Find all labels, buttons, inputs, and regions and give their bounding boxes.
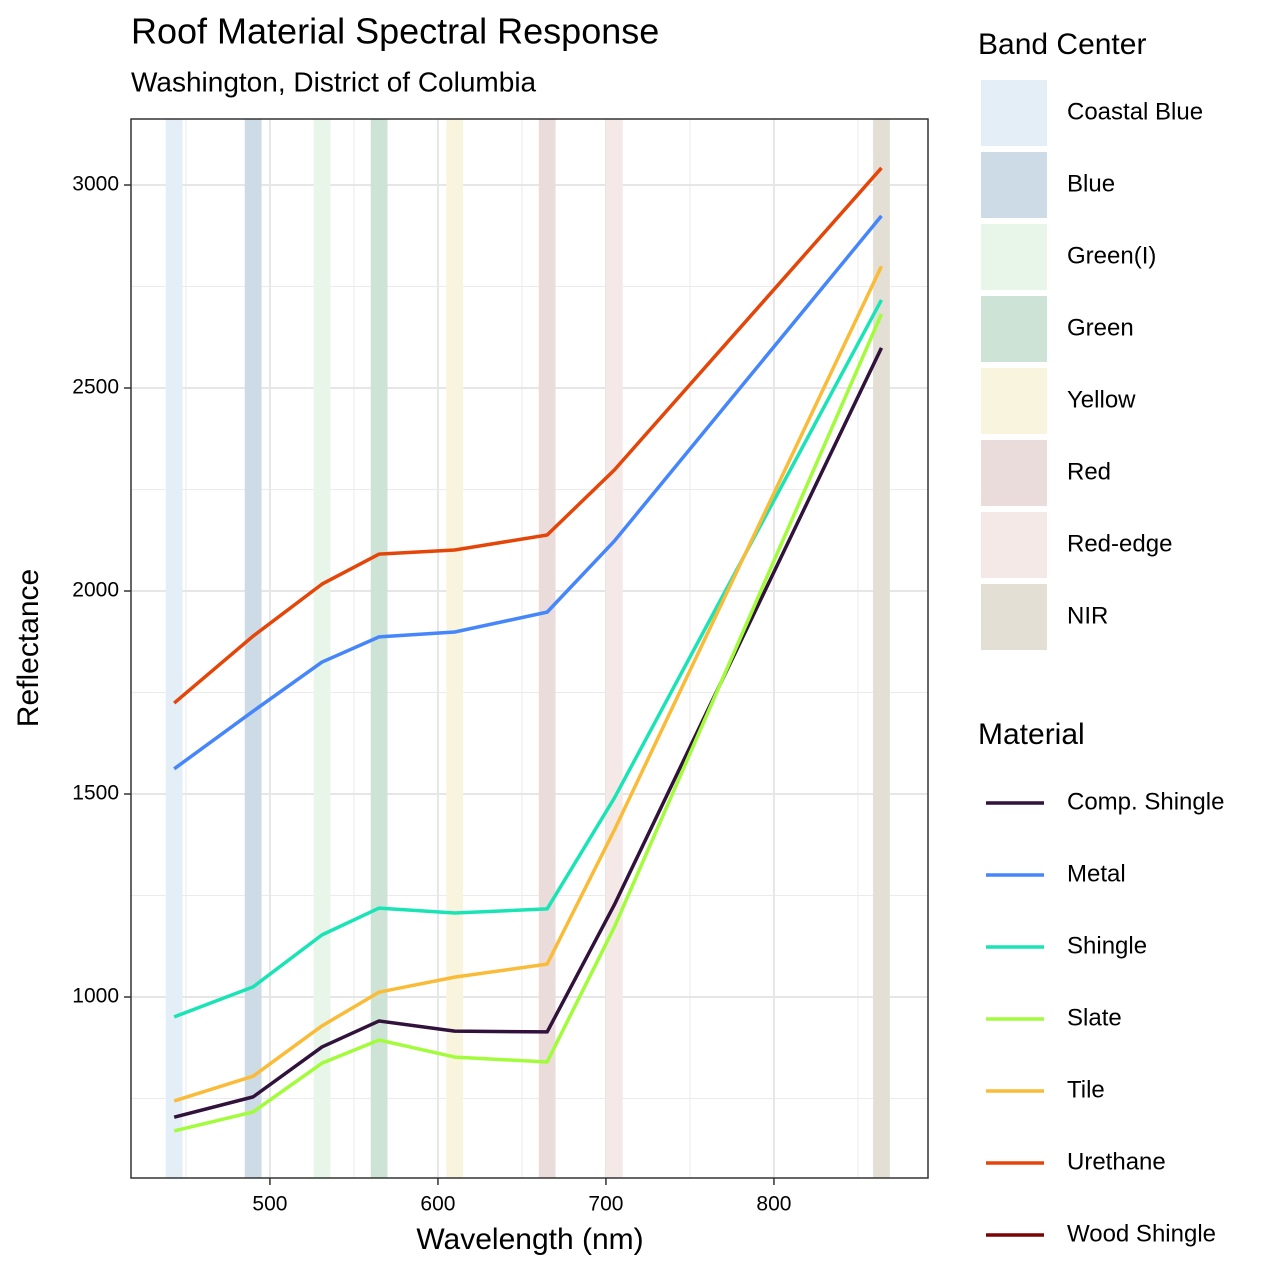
band-legend-swatch (981, 152, 1047, 218)
y-axis-label: Reflectance (12, 569, 45, 727)
legend-label: Tile (1067, 1076, 1105, 1103)
legend-label: Slate (1067, 1004, 1122, 1031)
band-legend-label: Green(I) (1067, 242, 1156, 269)
series-line (173, 299, 884, 1019)
legend-label: Metal (1067, 860, 1126, 887)
series-line (173, 313, 884, 1133)
band (370, 119, 388, 1178)
band-legend-swatch (981, 368, 1047, 434)
band (165, 119, 183, 1178)
legend-label: Shingle (1067, 932, 1147, 959)
chart-subtitle: Washington, District of Columbia (131, 66, 537, 97)
legend-label: Wood Shingle (1067, 1220, 1216, 1247)
band-legend-swatch (981, 512, 1047, 578)
band-legend-label: Coastal Blue (1067, 98, 1203, 125)
band (605, 119, 623, 1178)
series-line (173, 214, 883, 771)
x-tick-label: 600 (420, 1193, 455, 1216)
band (446, 119, 464, 1178)
legend-label: Urethane (1067, 1148, 1166, 1175)
series-line (173, 166, 883, 705)
y-tick-label: 1500 (72, 782, 119, 805)
y-tick-label: 2500 (72, 376, 119, 399)
plot-border (130, 118, 929, 1179)
band-legend-swatch (981, 296, 1047, 362)
band (538, 119, 556, 1178)
plot-background (131, 119, 928, 1178)
y-tick-label: 3000 (72, 173, 119, 196)
band-legend-swatch (981, 584, 1047, 650)
y-tick-label: 1000 (72, 985, 119, 1008)
band-legend-label: Green (1067, 314, 1134, 341)
x-tick-label: 800 (756, 1193, 791, 1216)
band-legend-label: Yellow (1067, 386, 1136, 413)
band-legend-label: Blue (1067, 170, 1115, 197)
band (873, 119, 890, 1178)
chart-title: Roof Material Spectral Response (131, 11, 659, 52)
band-legend-swatch (981, 224, 1047, 290)
y-tick-label: 2000 (72, 579, 119, 602)
band-legend-title: Band Center (978, 28, 1146, 61)
band-legend-label: NIR (1067, 602, 1108, 629)
band-legend-label: Red-edge (1067, 530, 1172, 557)
band-legend-swatch (981, 80, 1047, 146)
series-line (173, 347, 884, 1119)
x-tick-label: 700 (588, 1193, 623, 1216)
band (313, 119, 331, 1178)
legend-label: Comp. Shingle (1067, 788, 1224, 815)
series-line (173, 265, 884, 1103)
band (244, 119, 262, 1178)
legend-title: Material (978, 718, 1085, 751)
band-legend-label: Red (1067, 458, 1111, 485)
x-tick-label: 500 (252, 1193, 287, 1216)
band-legend-swatch (981, 440, 1047, 506)
x-axis-label: Wavelength (nm) (416, 1223, 643, 1256)
